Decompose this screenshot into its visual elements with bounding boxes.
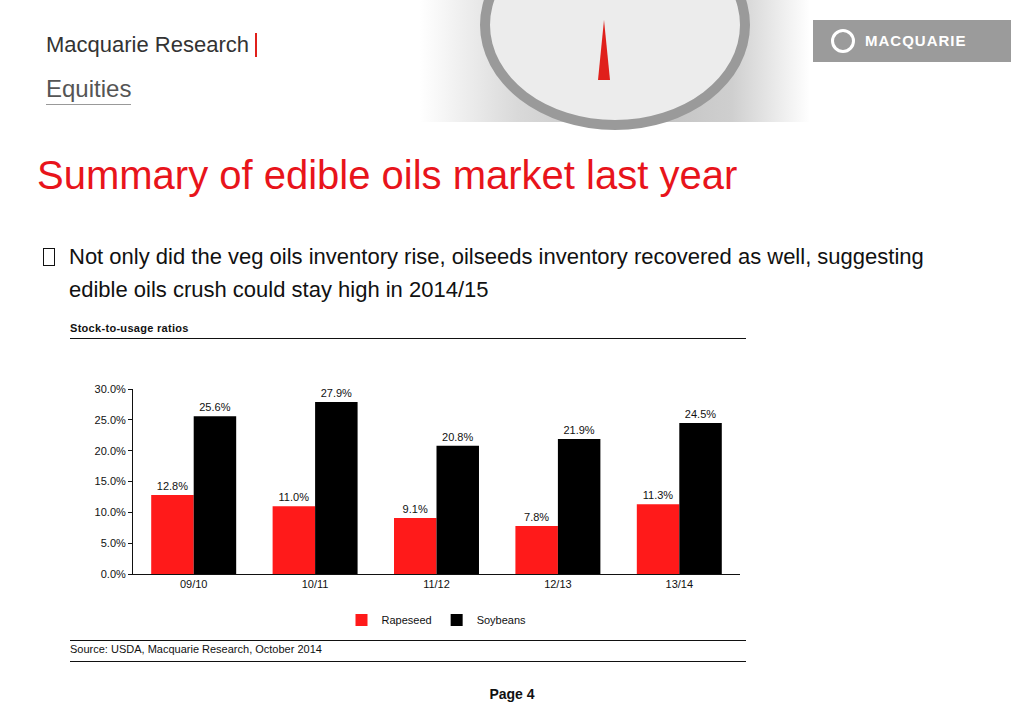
- svg-text:13/14: 13/14: [666, 578, 694, 590]
- html-text:Summary of edible oils market: Summary of edible oils market last year: [37, 153, 738, 197]
- html-text:MACQUARIE: MACQUARIE: [865, 32, 967, 49]
- svg-text:20.0%: 20.0%: [95, 445, 126, 457]
- html-text:Equities: Equities: [46, 75, 132, 102]
- svg-text:21.9%: 21.9%: [563, 424, 594, 436]
- html-text:Macquarie Research: Macquarie Research: [46, 32, 249, 57]
- svg-text:0.0%: 0.0%: [101, 568, 126, 580]
- svg-text:20.8%: 20.8%: [442, 431, 473, 443]
- html-text:Stock-to-usage ratios: Stock-to-usage ratios: [70, 322, 189, 334]
- html-text:Page 4: Page 4: [489, 686, 535, 702]
- svg-text:27.9%: 27.9%: [321, 387, 352, 399]
- svg-text:12/13: 12/13: [544, 578, 572, 590]
- svg-text:25.6%: 25.6%: [199, 401, 230, 413]
- svg-text:7.8%: 7.8%: [524, 511, 549, 523]
- html-text:Not only did the veg oils inve: Not only did the veg oils inventory rise…: [69, 244, 924, 302]
- svg-text:15.0%: 15.0%: [95, 475, 126, 487]
- svg-text:Rapeseed: Rapeseed: [382, 614, 432, 626]
- svg-text:11.3%: 11.3%: [643, 489, 674, 501]
- svg-text:09/10: 09/10: [180, 578, 208, 590]
- svg-text:5.0%: 5.0%: [101, 537, 126, 549]
- svg-text:24.5%: 24.5%: [685, 408, 716, 420]
- svg-text:9.1%: 9.1%: [403, 503, 428, 515]
- svg-text:12.8%: 12.8%: [157, 480, 188, 492]
- svg-text:30.0%: 30.0%: [95, 383, 126, 395]
- svg-text:11/12: 11/12: [423, 578, 450, 590]
- svg-text:10/11: 10/11: [302, 578, 329, 590]
- html-text:Source: USDA, Macquarie Resear: Source: USDA, Macquarie Research, Octobe…: [70, 643, 322, 655]
- svg-text:Soybeans: Soybeans: [477, 614, 526, 626]
- svg-text:11.0%: 11.0%: [279, 491, 310, 503]
- svg-text:25.0%: 25.0%: [95, 414, 126, 426]
- svg-text:10.0%: 10.0%: [95, 506, 126, 518]
